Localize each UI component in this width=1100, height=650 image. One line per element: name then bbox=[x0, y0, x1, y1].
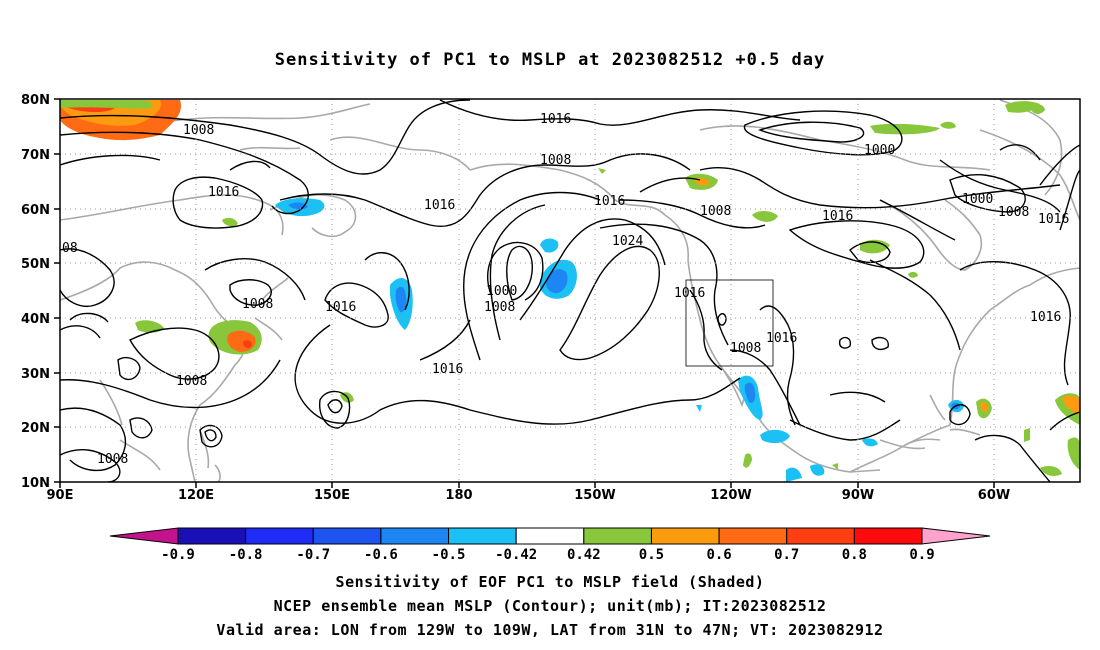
colorbar-segment bbox=[583, 527, 652, 545]
lon-label: 180 bbox=[445, 488, 472, 503]
lon-label: 150E bbox=[314, 488, 350, 503]
contour-label: 1008 bbox=[97, 452, 128, 467]
contour-label: 1016 bbox=[822, 209, 853, 224]
colorbar-segment bbox=[853, 527, 923, 545]
colorbar-segment bbox=[650, 527, 720, 545]
contour-label: 1016 bbox=[674, 286, 705, 301]
latitude-labels: 80N 70N 60N 50N 40N 30N 20N 10N bbox=[21, 93, 50, 491]
colorbar-tick-label: 0.8 bbox=[842, 547, 867, 563]
lon-label: 150W bbox=[574, 488, 615, 503]
colorbar-tick-label: 0.7 bbox=[774, 547, 799, 563]
colorbar-tick-label: -0.8 bbox=[229, 547, 263, 563]
contour-label: 1024 bbox=[612, 234, 643, 249]
contour-label: 1008 bbox=[700, 204, 731, 219]
lon-label: 90W bbox=[842, 488, 874, 503]
map-title: Sensitivity of PC1 to MSLP at 2023082512… bbox=[274, 50, 826, 70]
contour-label: 1000 bbox=[864, 143, 895, 158]
contour-label: 1008 bbox=[176, 374, 207, 389]
lon-label: 120W bbox=[710, 488, 751, 503]
colorbar-segment bbox=[177, 527, 247, 545]
colorbar-segment bbox=[786, 527, 855, 545]
contour-label-group: 1008 1016 1008 1016 1016 1024 1008 1016 … bbox=[62, 112, 1069, 467]
contour-label: 1008 bbox=[540, 153, 571, 168]
sensitivity-shading bbox=[60, 100, 1080, 482]
lat-label: 70N bbox=[21, 148, 50, 163]
caption-line-2: NCEP ensemble mean MSLP (Contour); unit(… bbox=[273, 597, 827, 615]
lon-label: 60W bbox=[978, 488, 1010, 503]
lat-label: 30N bbox=[21, 367, 50, 382]
map-frame bbox=[59, 98, 1081, 483]
mslp-contours bbox=[60, 99, 1080, 482]
caption-line-3: Valid area: LON from 129W to 109W, LAT f… bbox=[216, 621, 884, 639]
contour-label: 1008 bbox=[242, 297, 273, 312]
lon-label: 90E bbox=[47, 488, 74, 503]
contour-label: 1008 bbox=[998, 205, 1029, 220]
colorbar-tick-label: -0.5 bbox=[432, 547, 466, 563]
axis-ticks bbox=[54, 98, 995, 488]
contour-label: 1016 bbox=[424, 198, 455, 213]
colorbar-segment bbox=[312, 527, 382, 545]
contour-label: 08 bbox=[62, 241, 78, 256]
colorbar-tick-label: -0.42 bbox=[495, 547, 537, 563]
valid-area-box bbox=[685, 279, 774, 367]
contour-label: 1016 bbox=[208, 185, 239, 200]
contour-label: 1008 bbox=[183, 123, 214, 138]
colorbar-low-extension bbox=[109, 527, 179, 545]
colorbar-segment bbox=[515, 527, 585, 545]
contour-label: 1016 bbox=[540, 112, 571, 127]
contour-label: 1016 bbox=[1038, 212, 1069, 227]
lat-label: 50N bbox=[21, 257, 50, 272]
longitude-labels: 90E 120E 150E 180 150W 120W 90W 60W bbox=[47, 488, 1011, 503]
contour-label: 1008 bbox=[484, 300, 515, 315]
colorbar-segment bbox=[718, 527, 788, 545]
colorbar-tick-label: -0.7 bbox=[296, 547, 330, 563]
lon-label: 120E bbox=[178, 488, 214, 503]
colorbar-segment bbox=[448, 527, 517, 545]
colorbar-high-extension bbox=[921, 527, 991, 545]
colorbar-segment bbox=[245, 527, 314, 545]
contour-label: 1016 bbox=[766, 331, 797, 346]
lat-label: 10N bbox=[21, 476, 50, 491]
colorbar-tick-label: 0.5 bbox=[639, 547, 664, 563]
colorbar-tick-label: -0.9 bbox=[161, 547, 195, 563]
grid-lines bbox=[60, 99, 1080, 482]
colorbar-segment bbox=[380, 527, 450, 545]
contour-label: 1016 bbox=[594, 194, 625, 209]
colorbar-tick-label: 0.9 bbox=[909, 547, 934, 563]
caption-line-1: Sensitivity of EOF PC1 to MSLP field (Sh… bbox=[335, 573, 765, 591]
colorbar-tick-label: -0.6 bbox=[364, 547, 398, 563]
lat-label: 80N bbox=[21, 93, 50, 108]
lat-label: 40N bbox=[21, 312, 50, 327]
contour-label: 1008 bbox=[730, 341, 761, 356]
colorbar-tick-label: 0.42 bbox=[567, 547, 601, 563]
contour-label: 1000 bbox=[962, 192, 993, 207]
lat-label: 60N bbox=[21, 203, 50, 218]
contour-label: 1000 bbox=[486, 284, 517, 299]
colorbar: -0.9 -0.8 -0.7 -0.6 -0.5 -0.42 0.42 0.5 0.6 0.7 0.… bbox=[109, 527, 991, 563]
lat-label: 20N bbox=[21, 421, 50, 436]
contour-label: 1016 bbox=[1030, 310, 1061, 325]
colorbar-tick-label: 0.6 bbox=[706, 547, 731, 563]
map-plot-area: 1008 1016 1008 1016 1016 1024 1008 1016 … bbox=[60, 99, 1080, 482]
contour-label: 1016 bbox=[325, 300, 356, 315]
contour-label: 1016 bbox=[432, 362, 463, 377]
